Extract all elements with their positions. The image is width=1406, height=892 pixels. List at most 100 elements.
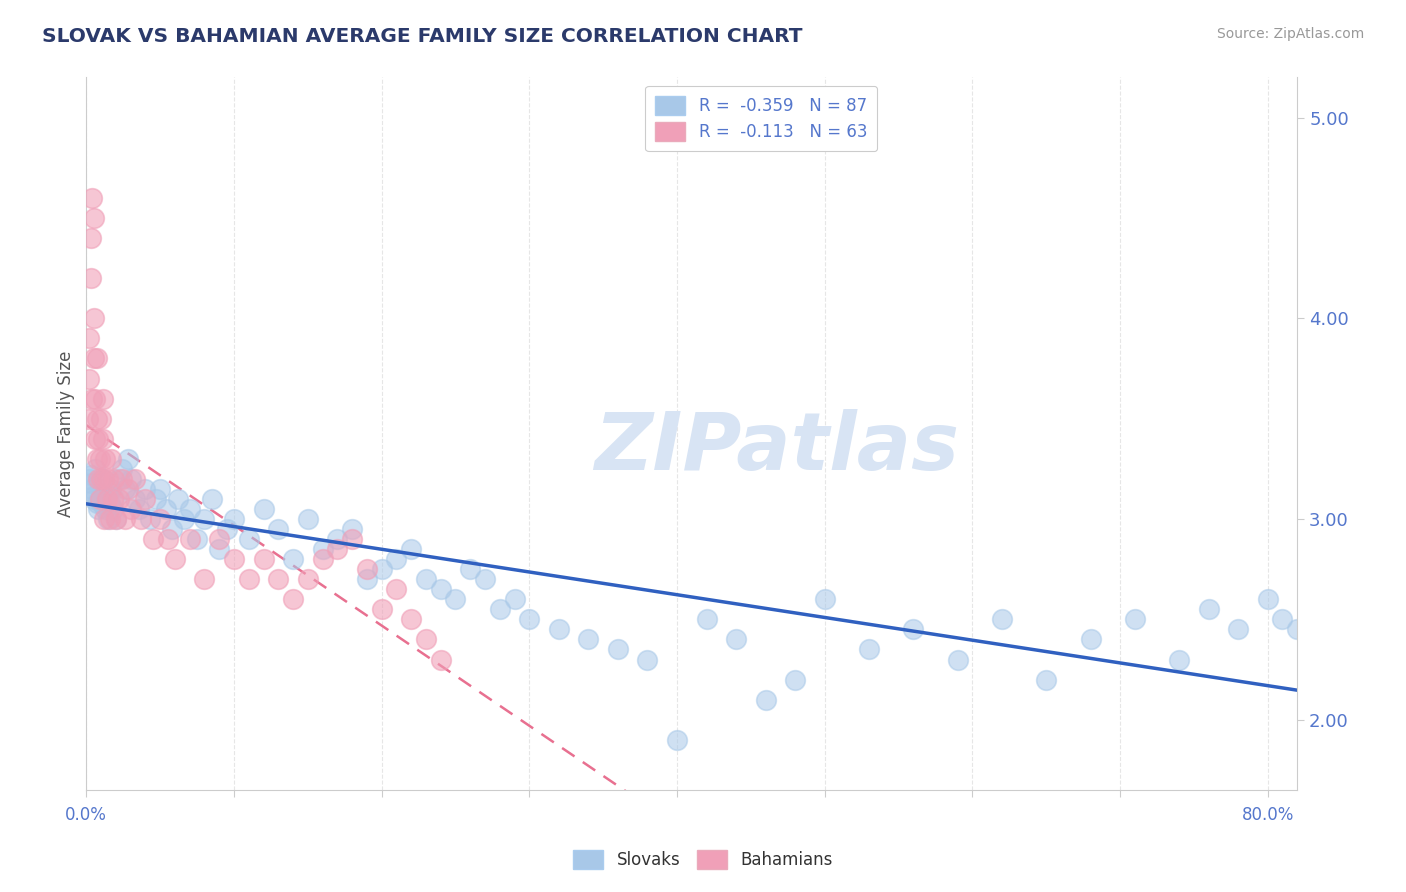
Point (179, 502, 201, 516)
Point (82, 191, 104, 205)
Text: 0.0%: 0.0% (65, 806, 107, 824)
Point (903, 623, 925, 637)
Point (107, 472, 129, 486)
Point (163, 552, 186, 566)
Text: ZIPatlas: ZIPatlas (595, 409, 959, 487)
Point (311, 542, 333, 557)
Point (179, 532, 201, 546)
Point (666, 732, 689, 747)
Point (725, 632, 748, 647)
Point (281, 552, 304, 566)
Point (370, 562, 392, 576)
Point (193, 572, 215, 586)
Point (100, 482, 122, 496)
Point (90, 496, 112, 510)
Point (385, 582, 408, 597)
Point (142, 532, 165, 546)
Point (1080, 632, 1102, 647)
Point (98, 496, 121, 510)
Point (356, 562, 378, 576)
Point (83, 311, 105, 326)
Point (111, 462, 134, 476)
Point (91, 472, 114, 486)
Point (129, 512, 152, 526)
Point (785, 673, 807, 687)
Point (111, 472, 134, 486)
Point (83, 351, 105, 366)
Point (429, 582, 451, 597)
Point (156, 532, 179, 546)
Point (458, 562, 481, 576)
Point (755, 692, 778, 706)
Point (103, 491, 125, 506)
Point (222, 552, 245, 566)
Point (474, 572, 496, 586)
Point (93, 491, 115, 506)
Point (340, 532, 363, 546)
Point (208, 542, 231, 557)
Point (215, 522, 238, 536)
Text: Source: ZipAtlas.com: Source: ZipAtlas.com (1216, 27, 1364, 41)
Point (326, 532, 349, 546)
Point (1227, 623, 1250, 637)
Point (96, 488, 118, 502)
Point (101, 502, 124, 516)
Point (696, 612, 718, 626)
Point (117, 482, 139, 496)
Point (607, 642, 630, 657)
Legend: Slovaks, Bahamians: Slovaks, Bahamians (564, 840, 842, 880)
Point (547, 623, 569, 637)
Point (155, 502, 177, 516)
Point (77, 472, 100, 486)
Point (134, 491, 156, 506)
Point (1271, 612, 1294, 626)
Point (415, 632, 437, 647)
Point (100, 451, 122, 466)
Point (86, 496, 108, 510)
Point (858, 642, 880, 657)
Point (128, 502, 150, 516)
Point (370, 602, 392, 616)
Point (97, 512, 120, 526)
Point (637, 652, 659, 666)
Point (84, 392, 107, 406)
Point (84, 432, 107, 446)
Point (399, 542, 422, 557)
Point (517, 612, 540, 626)
Point (80, 231, 103, 245)
Point (91, 392, 114, 406)
Point (429, 652, 451, 666)
Point (80, 271, 103, 285)
Point (267, 522, 290, 536)
Point (576, 632, 599, 647)
Point (89, 491, 111, 506)
Y-axis label: Average Family Size: Average Family Size (58, 351, 75, 516)
Point (124, 491, 146, 506)
Point (87, 432, 110, 446)
Point (444, 592, 467, 607)
Point (84, 462, 107, 476)
Point (114, 482, 136, 496)
Point (326, 542, 349, 557)
Point (96, 491, 118, 506)
Point (93, 472, 115, 486)
Point (991, 612, 1014, 626)
Point (1035, 673, 1057, 687)
Point (103, 472, 125, 486)
Point (1198, 602, 1220, 616)
Point (160, 522, 183, 536)
Point (208, 532, 231, 546)
Point (297, 572, 319, 586)
Point (814, 592, 837, 607)
Point (86, 411, 108, 425)
Point (311, 552, 333, 566)
Point (93, 512, 115, 526)
Point (76, 411, 98, 425)
Point (415, 572, 437, 586)
Point (90, 472, 112, 486)
Point (86, 351, 108, 366)
Point (385, 552, 408, 566)
Point (238, 532, 260, 546)
Point (186, 532, 208, 546)
Point (120, 472, 142, 486)
